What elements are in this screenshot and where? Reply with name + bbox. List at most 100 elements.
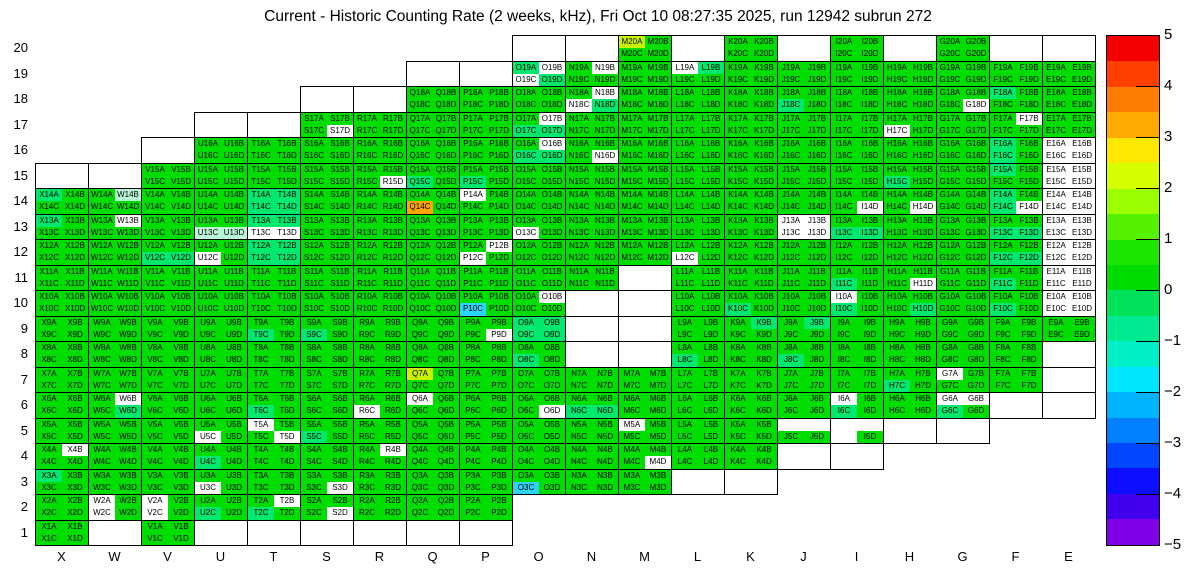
- cell-label-O11D: O11D: [539, 277, 565, 290]
- colorbar-band-14: [1107, 392, 1159, 418]
- cell-label-U7A: U7A: [195, 367, 221, 380]
- cell-label-G15C: G15C: [937, 175, 963, 188]
- cell-label-O9A: O9A: [513, 316, 539, 329]
- cell-label-N15B: N15B: [592, 163, 618, 176]
- cell-label-H10C: H10C: [884, 303, 910, 316]
- cell-H19: H19A H19B H19C H19D: [883, 60, 937, 87]
- cell-label-P8A: P8A: [460, 342, 486, 354]
- x-axis-label-S: S: [322, 549, 331, 564]
- cell-label-R9D: R9D: [380, 328, 406, 341]
- cell-label-Q7D: Q7D: [433, 379, 459, 392]
- cell-label-G15B: G15B: [963, 163, 989, 176]
- cell-label-I13B: I13B: [857, 214, 883, 227]
- cell-label-N19B: N19B: [592, 61, 618, 74]
- x-axis-label-M: M: [639, 549, 650, 564]
- cell-label-U6D: U6D: [221, 405, 247, 418]
- empty-cell-S1: [300, 519, 354, 546]
- cell-label-O16B: O16B: [539, 138, 565, 150]
- cell-label-K9A: K9A: [725, 316, 751, 329]
- cell-label-R9A: R9A: [354, 316, 380, 329]
- cell-label-T13A: T13A: [248, 214, 274, 227]
- cell-label-Q14A: Q14A: [407, 189, 433, 201]
- cell-label-S7A: S7A: [301, 367, 327, 380]
- cell-label-L5A: L5A: [672, 418, 698, 431]
- cell-label-X6B: X6B: [62, 393, 88, 405]
- cell-K19: K19A K19B K19C K19D: [724, 60, 778, 87]
- cell-N16: N16A N16B N16C N16D: [565, 137, 619, 164]
- cell-label-J15B: J15B: [804, 163, 830, 176]
- cell-label-P11A: P11A: [460, 265, 486, 278]
- empty-cell-L3: [671, 468, 725, 495]
- cell-label-J13B: J13B: [804, 214, 830, 227]
- cell-label-L13D: L13D: [698, 226, 724, 239]
- cell-label-Q13C: Q13C: [407, 226, 433, 239]
- cell-label-M16D: M16D: [645, 150, 671, 163]
- cell-L14: L14A L14B L14C L14D: [671, 188, 725, 215]
- cell-label-N6D: N6D: [592, 405, 618, 418]
- cell-U4: U4A U4B U4C U4D: [194, 443, 248, 470]
- cell-label-P16A: P16A: [460, 138, 486, 150]
- cell-label-S13B: S13B: [327, 214, 353, 227]
- cell-label-Q10A: Q10A: [407, 291, 433, 303]
- cell-label-K19A: K19A: [725, 61, 751, 74]
- cell-label-K12D: K12D: [751, 252, 777, 265]
- cell-label-F14D: F14D: [1016, 201, 1042, 214]
- cell-label-S15C: S15C: [301, 175, 327, 188]
- cell-label-H15A: H15A: [884, 163, 910, 176]
- cell-label-N19A: N19A: [566, 61, 592, 74]
- cell-label-L11D: L11D: [698, 277, 724, 290]
- empty-cell-W15: [88, 162, 142, 189]
- cell-label-P18C: P18C: [460, 99, 486, 112]
- cell-label-I7B: I7B: [857, 367, 883, 380]
- cell-label-R5D: R5D: [380, 430, 406, 443]
- cell-label-W12C: W12C: [89, 252, 115, 265]
- cell-label-F7B: F7B: [1016, 367, 1042, 380]
- cell-label-L8D: L8D: [698, 354, 724, 367]
- cell-label-E17B: E17B: [1069, 112, 1095, 125]
- cell-label-V13A: V13A: [142, 214, 168, 227]
- cell-label-P14D: P14D: [486, 201, 512, 214]
- cell-label-P18B: P18B: [486, 87, 512, 99]
- cell-label-X9A: X9A: [36, 316, 62, 329]
- cell-label-K5D: K5D: [751, 430, 777, 443]
- cell-label-W9C: W9C: [89, 328, 115, 341]
- cell-label-I12D: I12D: [857, 252, 883, 265]
- cell-label-H17B: H17B: [910, 112, 936, 125]
- cell-label-L10B: L10B: [698, 291, 724, 303]
- cell-P2: P2A P2B P2C P2D: [459, 494, 513, 521]
- cell-label-P9A: P9A: [460, 316, 486, 329]
- cell-E18: E18A E18B E18C E18D: [1042, 86, 1096, 113]
- cell-label-L6D: L6D: [698, 405, 724, 418]
- cell-label-M5A: M5A: [619, 418, 645, 431]
- cell-label-E9A: E9A: [1043, 316, 1069, 329]
- cell-label-T11A: T11A: [248, 265, 274, 278]
- cell-label-I13A: I13A: [831, 214, 857, 227]
- cell-label-M12A: M12A: [619, 240, 645, 252]
- cell-label-G20A: G20A: [937, 36, 963, 48]
- cell-label-K9B: K9B: [751, 316, 777, 329]
- cell-label-J11A: J11A: [778, 265, 804, 278]
- cell-label-G8A: G8A: [937, 342, 963, 354]
- cell-label-M17B: M17B: [645, 112, 671, 125]
- cell-label-P14C: P14C: [460, 201, 486, 214]
- cell-label-E10D: E10D: [1069, 303, 1095, 316]
- cell-label-H13B: H13B: [910, 214, 936, 227]
- cell-G7: G7A G7B G7C G7D: [936, 366, 990, 393]
- cell-label-F11A: F11A: [990, 265, 1016, 278]
- cell-label-I10A: I10A: [831, 291, 857, 303]
- cell-label-T14A: T14A: [248, 189, 274, 201]
- cell-L13: L13A L13B L13C L13D: [671, 213, 725, 240]
- cell-label-K15A: K15A: [725, 163, 751, 176]
- cell-U8: U8A U8B U8C U8D: [194, 341, 248, 368]
- cell-label-K17B: K17B: [751, 112, 777, 125]
- cell-G12: G12A G12B G12C G12D: [936, 239, 990, 266]
- cell-label-U16D: U16D: [221, 150, 247, 163]
- cell-label-O17C: O17C: [513, 124, 539, 137]
- cell-label-M7D: M7D: [645, 379, 671, 392]
- cell-label-V12B: V12B: [168, 240, 194, 252]
- cell-label-U7B: U7B: [221, 367, 247, 380]
- cell-label-T7A: T7A: [248, 367, 274, 380]
- cell-label-X12A: X12A: [36, 240, 62, 252]
- cell-label-T14B: T14B: [274, 189, 300, 201]
- cell-label-V11A: V11A: [142, 265, 168, 278]
